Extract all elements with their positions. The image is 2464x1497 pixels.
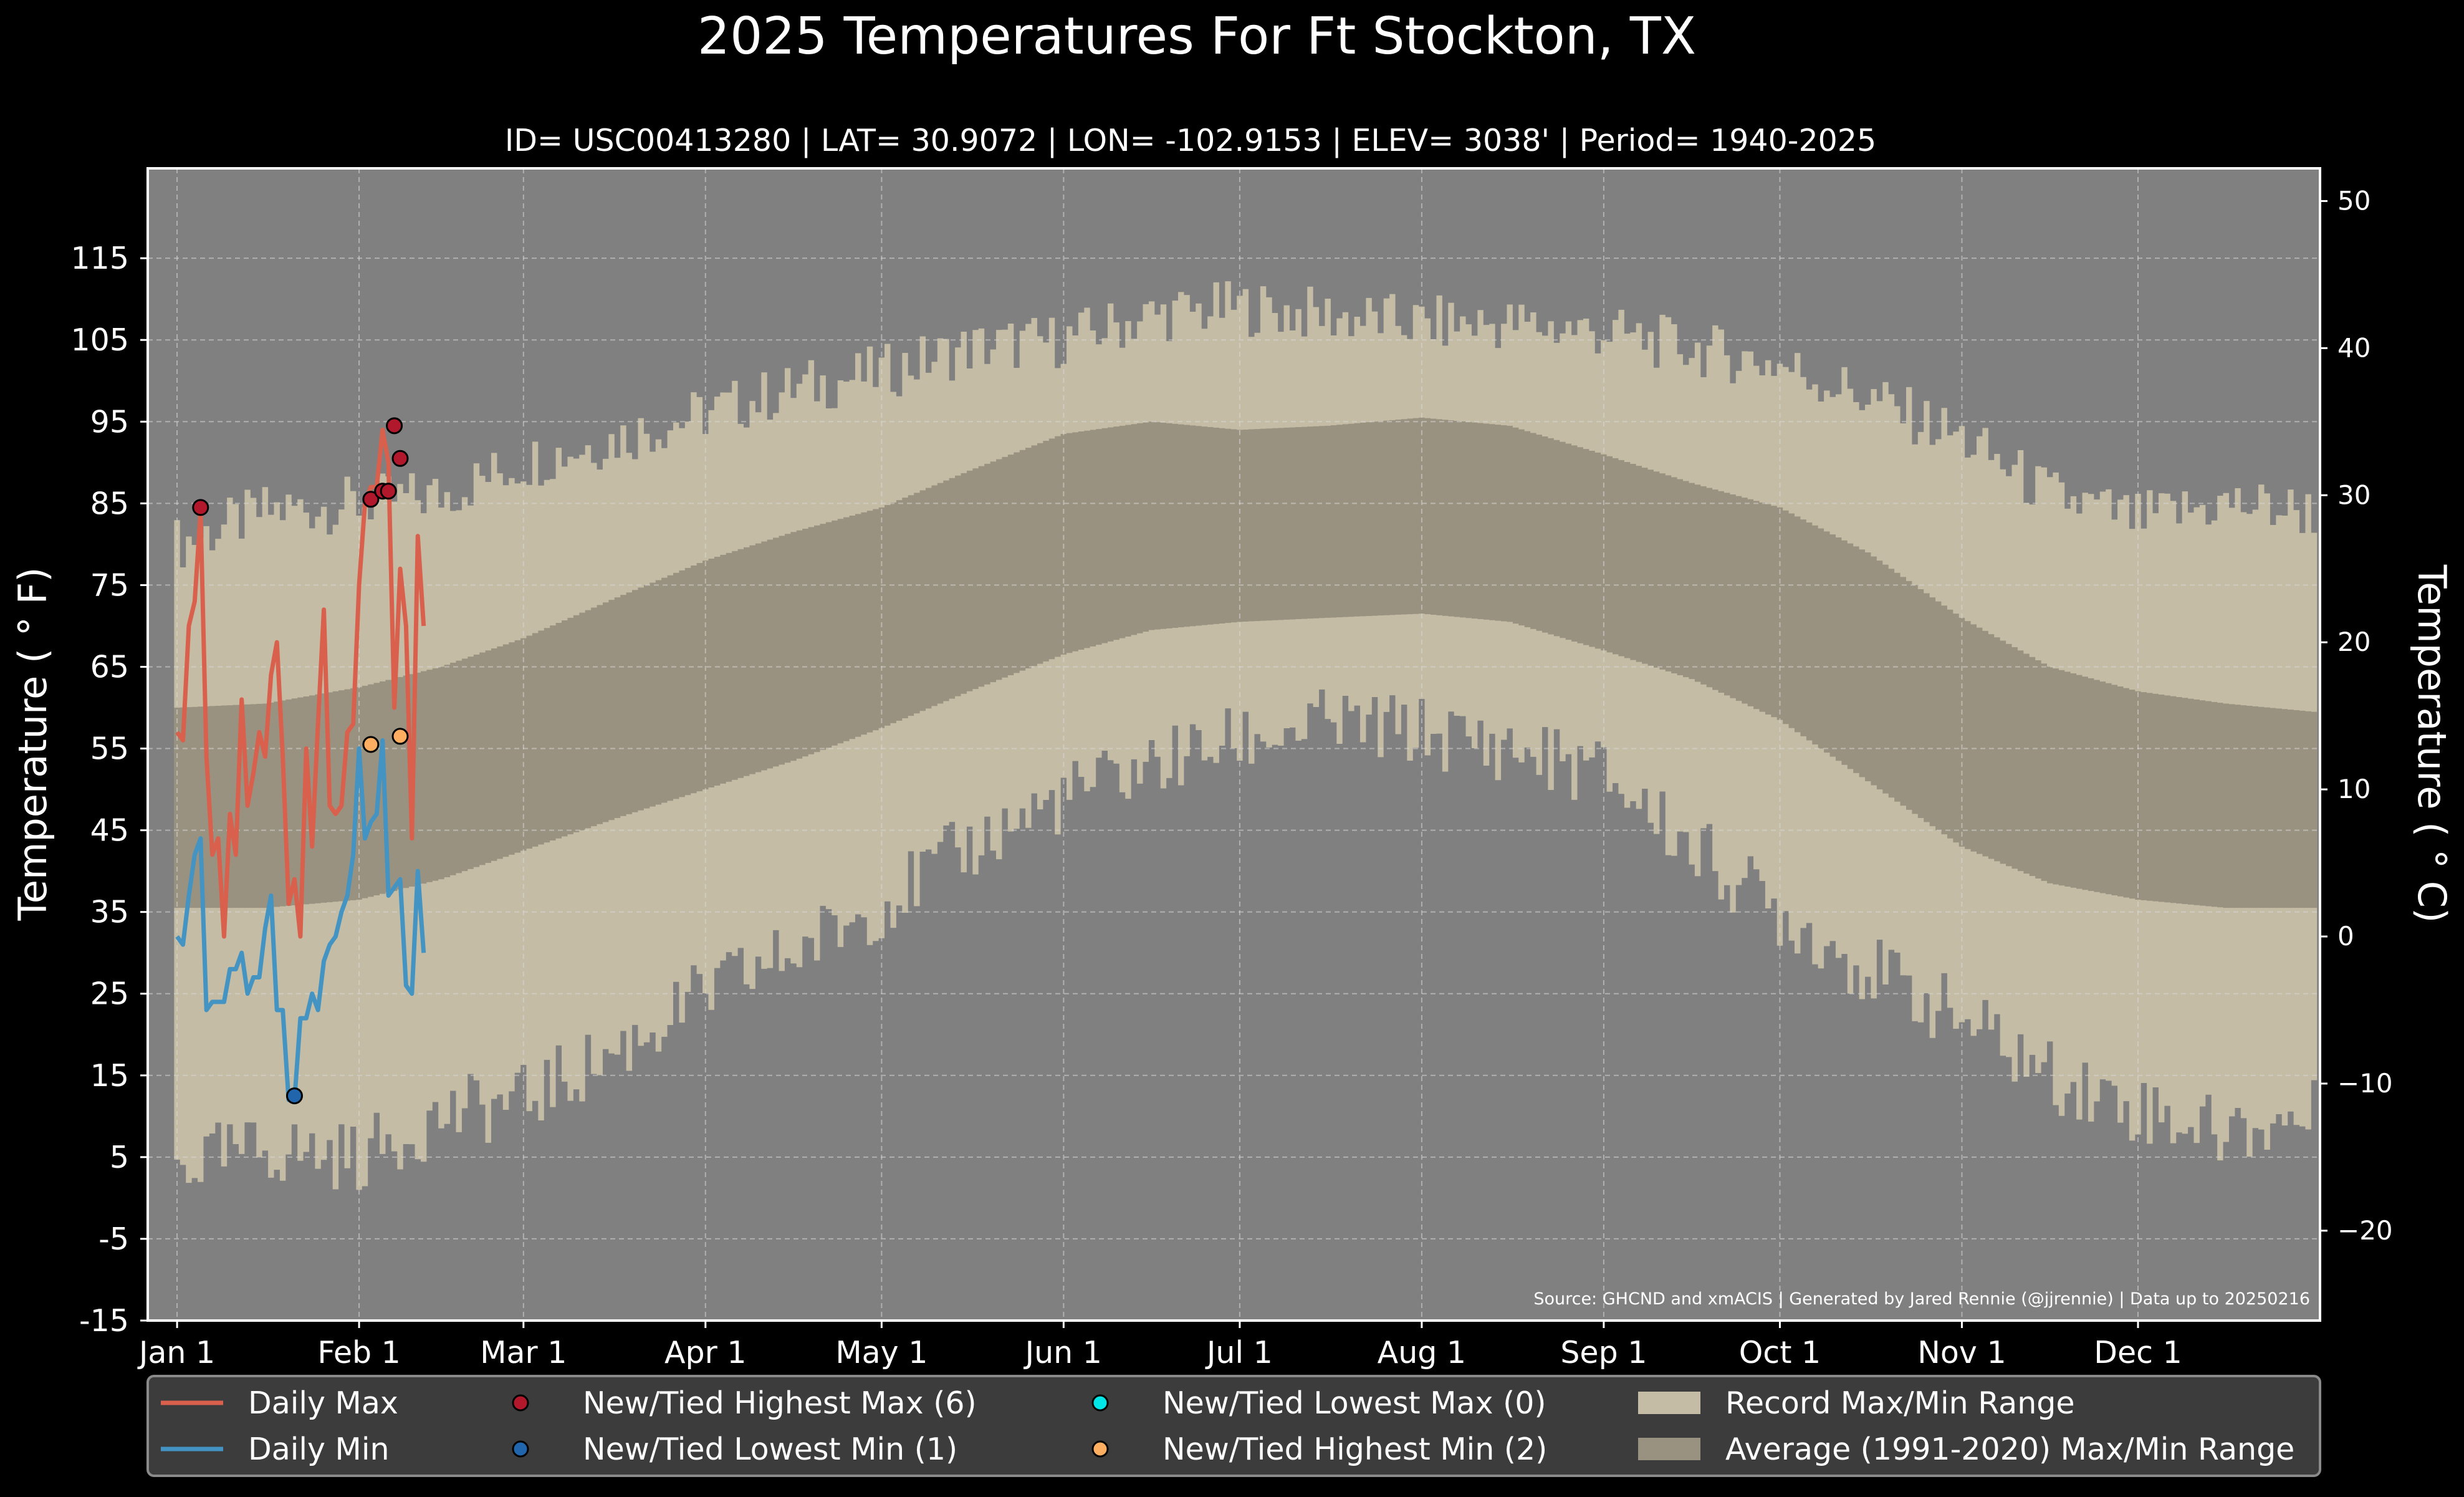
legend-label: Average (1991-2020) Max/Min Range [1725, 1432, 2294, 1467]
x-tick-label: Sep 1 [1560, 1335, 1647, 1370]
legend-label: Daily Max [248, 1385, 398, 1421]
y-right-tick-label: 20 [2337, 627, 2371, 657]
legend-item-daily-max: Daily Max [161, 1385, 398, 1421]
marker-new-high-max [192, 499, 209, 516]
average-range-band [174, 417, 2318, 908]
legend: Daily Max New/Tied Highest Max (6) New/Tie… [161, 1385, 2294, 1467]
y-left-tick-label: 35 [90, 895, 129, 930]
plot-layers [148, 168, 2320, 1321]
y-left-tick-label: 15 [90, 1058, 129, 1094]
y-axis-left-ticks: -15 -5 5 15 25 35 45 55 65 75 85 95 105 115 [70, 241, 148, 1339]
legend-label: New/Tied Highest Min (2) [1162, 1432, 1547, 1467]
marker-new-high-max [362, 491, 380, 508]
marker-new-high-max [380, 483, 397, 500]
legend-swatch [1091, 1440, 1109, 1458]
y-left-tick-label: -5 [98, 1221, 129, 1257]
marker-new-high-max [391, 450, 409, 467]
legend-label: Daily Min [248, 1432, 390, 1467]
x-tick-label: Feb 1 [317, 1335, 401, 1370]
y-left-tick-label: -15 [79, 1303, 129, 1339]
plot-frame [146, 167, 2321, 1322]
y-left-tick-label: 95 [90, 404, 129, 440]
chart-subtitle: ID= USC00413280 | LAT= 30.9072 | LON= -1… [505, 123, 1876, 158]
y-axis-right-ticks: −20 −10 0 10 20 30 40 50 [2320, 185, 2393, 1246]
y-left-tick-label: 25 [90, 976, 129, 1012]
legend-label: New/Tied Lowest Max (0) [1162, 1385, 1546, 1421]
legend-swatch [1638, 1392, 1700, 1414]
legend-label: New/Tied Highest Max (6) [583, 1385, 977, 1421]
y-left-tick-label: 65 [90, 649, 129, 685]
marker-new-low-min [285, 1087, 303, 1105]
y-right-tick-label: 0 [2337, 921, 2354, 951]
legend-label: New/Tied Lowest Min (1) [583, 1432, 957, 1467]
x-tick-label: Jun 1 [1023, 1335, 1102, 1370]
legend-box [146, 1375, 2321, 1477]
y-left-tick-label: 75 [90, 567, 129, 603]
marker-new-high-max [386, 417, 403, 435]
gridlines [148, 168, 2320, 1321]
legend-swatch [512, 1394, 529, 1412]
y-axis-left-label: Temperature ( ° F) [10, 567, 55, 922]
legend-swatch [1638, 1438, 1700, 1460]
legend-item-record-range: Record Max/Min Range [1638, 1385, 2075, 1421]
y-axis-right-label: Temperature ( ° C) [2409, 564, 2455, 923]
x-axis-ticks: Jan 1 Feb 1 Mar 1 Apr 1 May 1 Jun 1 Jul 1 Aug 1… [137, 1321, 2182, 1370]
daily-min-line [175, 738, 426, 1102]
y-left-tick-label: 85 [90, 486, 129, 521]
y-left-tick-label: 105 [70, 322, 129, 358]
legend-item-new-low-max: New/Tied Lowest Max (0) [1091, 1385, 1546, 1421]
x-tick-label: Apr 1 [664, 1335, 747, 1370]
y-right-tick-label: 30 [2337, 479, 2371, 510]
x-tick-label: May 1 [835, 1335, 928, 1370]
x-tick-label: Dec 1 [2094, 1335, 2182, 1370]
y-left-tick-label: 55 [90, 731, 129, 767]
legend-item-new-low-min: New/Tied Lowest Min (1) [512, 1432, 957, 1467]
marker-new-high-min [391, 728, 409, 745]
y-left-tick-label: 5 [110, 1140, 129, 1175]
x-tick-label: Oct 1 [1739, 1335, 1821, 1370]
legend-item-new-high-min: New/Tied Highest Min (2) [1091, 1432, 1547, 1467]
y-right-tick-label: 50 [2337, 185, 2371, 216]
y-right-tick-label: 40 [2337, 332, 2371, 363]
record-markers [192, 417, 409, 1105]
x-tick-label: Jan 1 [137, 1335, 215, 1370]
legend-item-daily-min: Daily Min [161, 1432, 390, 1467]
x-tick-label: Mar 1 [480, 1335, 567, 1370]
x-tick-label: Jul 1 [1205, 1335, 1273, 1370]
daily-max-line [175, 427, 426, 939]
x-tick-label: Nov 1 [1917, 1335, 2006, 1370]
legend-label: Record Max/Min Range [1725, 1385, 2075, 1421]
x-tick-label: Aug 1 [1378, 1335, 1466, 1370]
y-left-tick-label: 115 [70, 241, 129, 276]
legend-item-new-high-max: New/Tied Highest Max (6) [512, 1385, 977, 1421]
y-right-tick-label: 10 [2337, 774, 2371, 804]
y-left-tick-label: 45 [90, 813, 129, 849]
marker-new-high-min [362, 736, 380, 753]
legend-swatch [1091, 1394, 1109, 1412]
chart-title: 2025 Temperatures For Ft Stockton, TX [697, 7, 1696, 66]
legend-item-average-range: Average (1991-2020) Max/Min Range [1638, 1432, 2294, 1467]
y-right-tick-label: −10 [2337, 1068, 2393, 1099]
y-right-tick-label: −20 [2337, 1215, 2393, 1246]
source-note: Source: GHCND and xmACIS | Generated by … [1533, 1289, 2310, 1309]
legend-swatch [512, 1440, 529, 1458]
